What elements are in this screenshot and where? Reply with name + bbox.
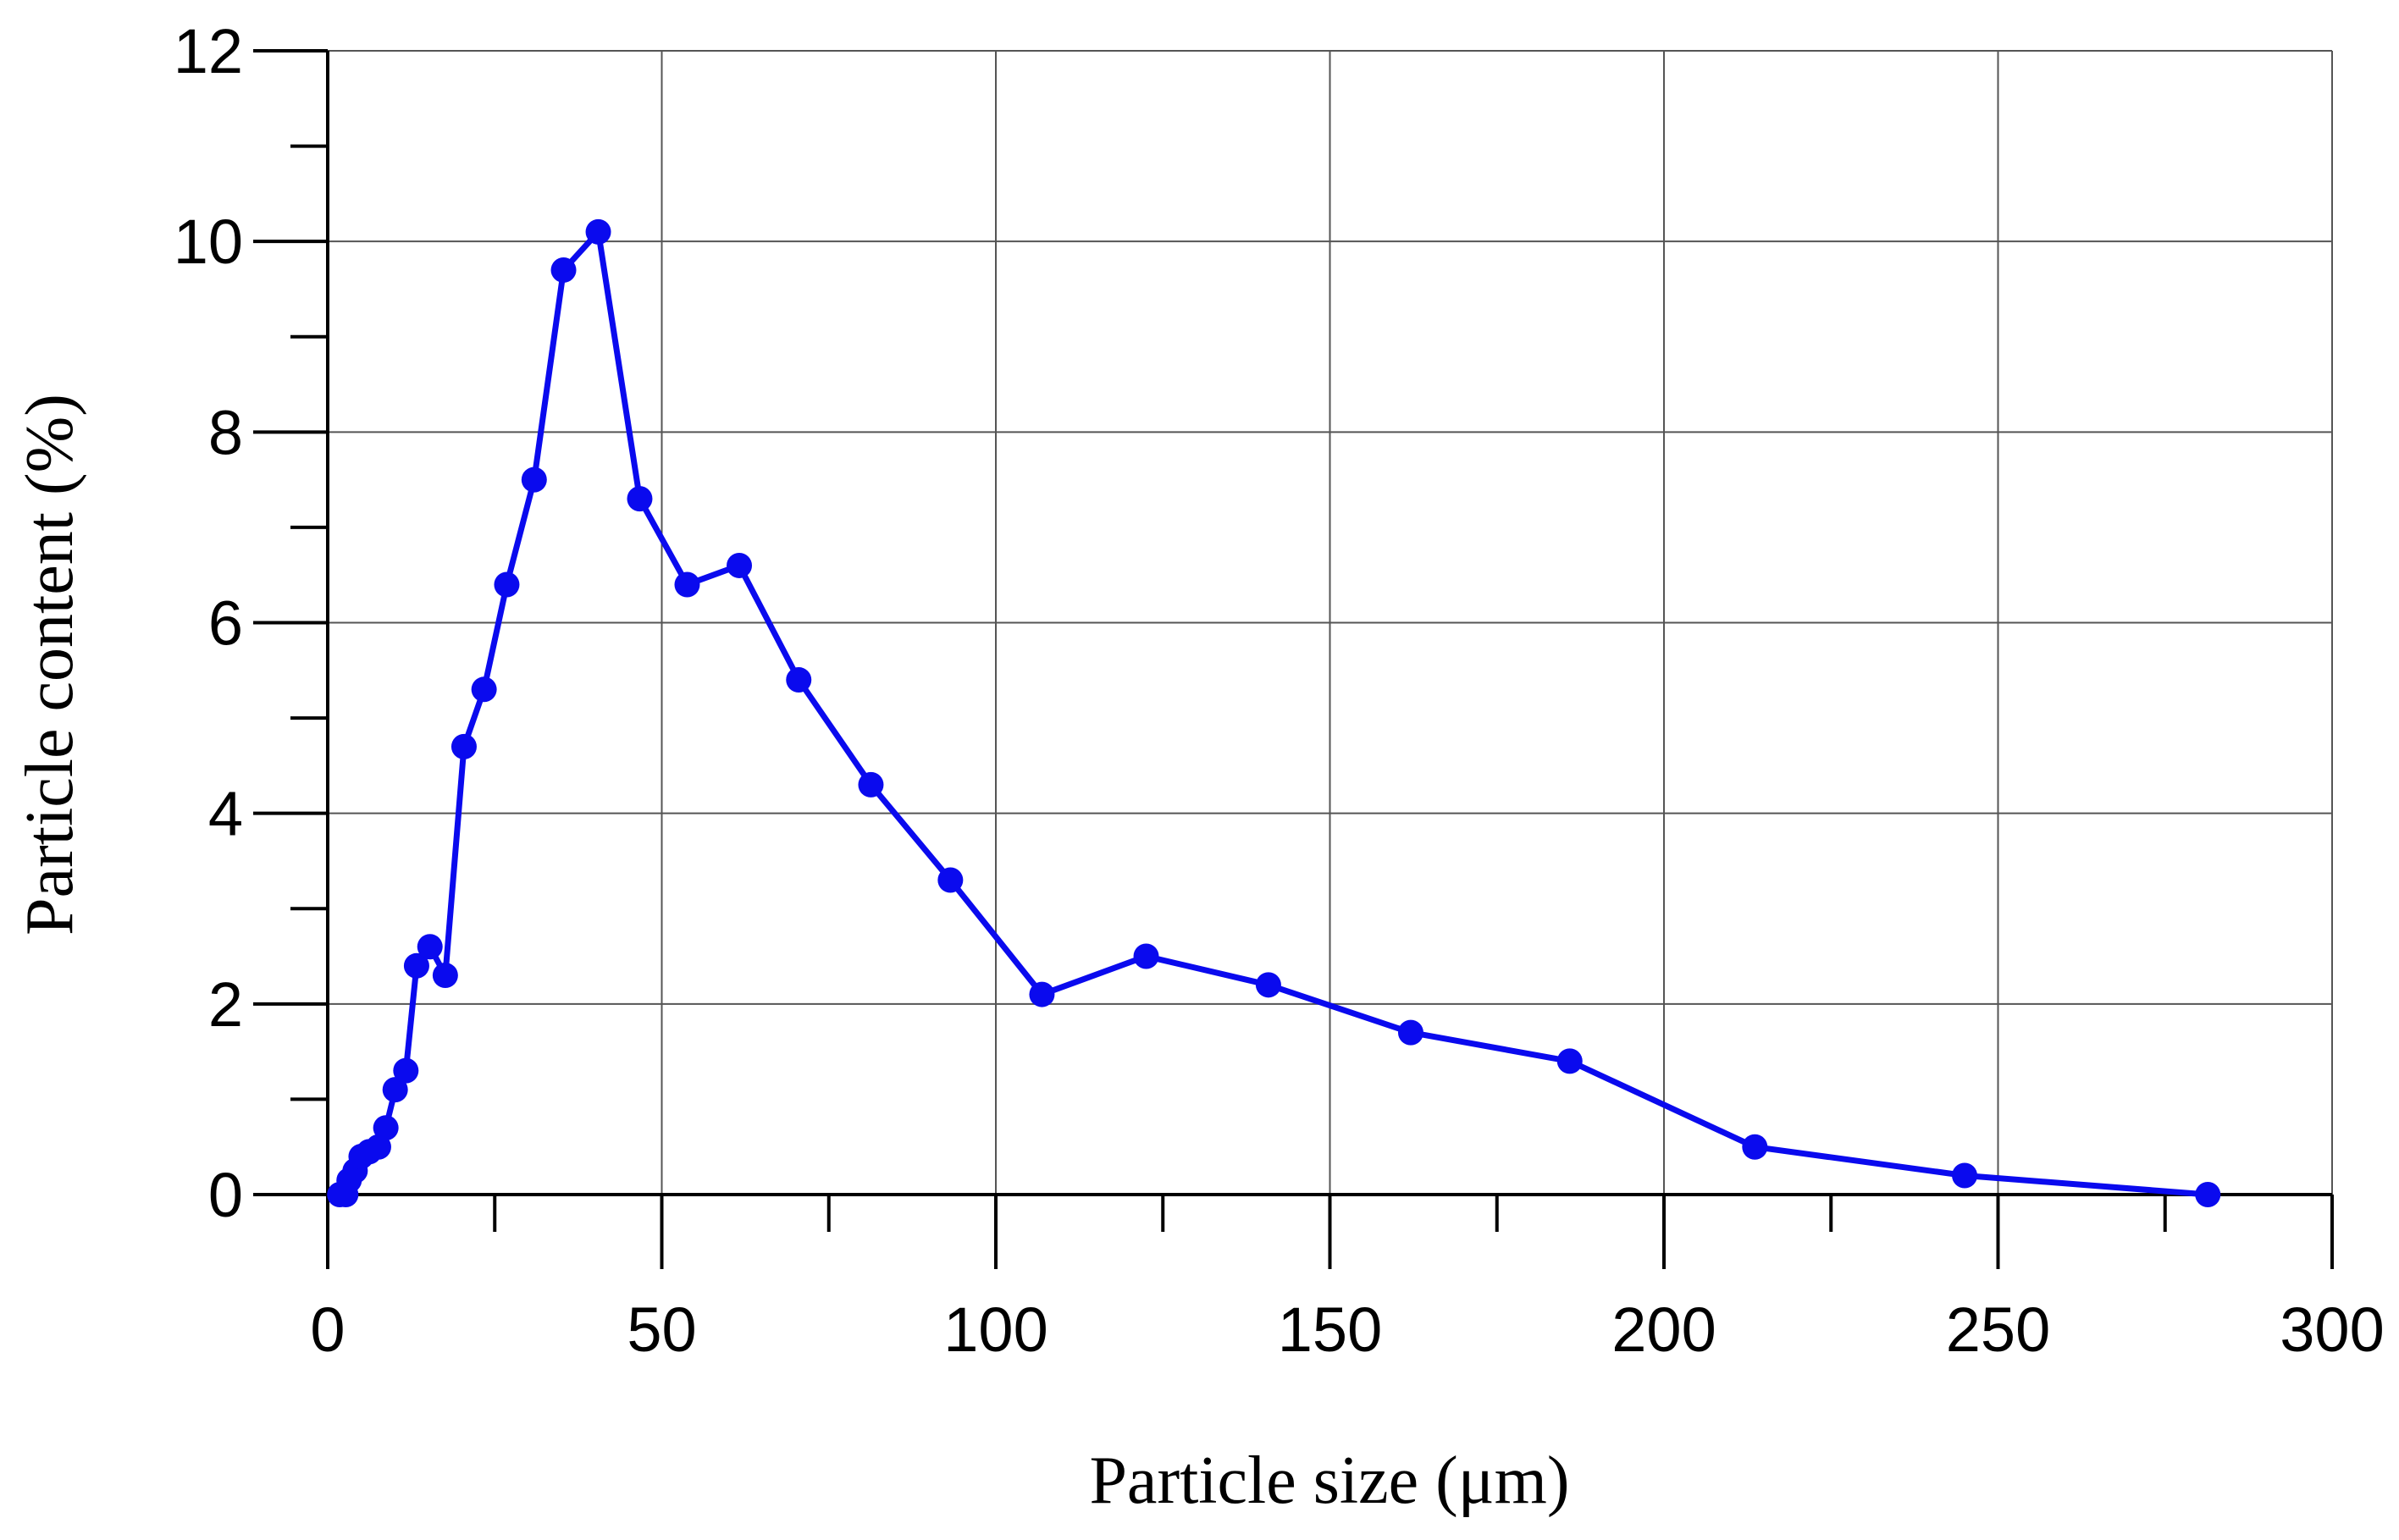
data-point [627, 486, 653, 512]
data-point [432, 963, 458, 989]
x-tick-label: 200 [1611, 1294, 1716, 1365]
data-point [1133, 943, 1159, 969]
data-point [1255, 972, 1281, 998]
data-point [451, 733, 477, 759]
data-point [373, 1115, 399, 1141]
series-line [340, 229, 2208, 1198]
x-axis-label: Particle size (μm) [1089, 1443, 1569, 1518]
data-point [1742, 1134, 1768, 1160]
x-tick-label: 100 [943, 1294, 1047, 1365]
data-point [1397, 1019, 1423, 1046]
data-point [786, 667, 812, 693]
y-axis-label: Particle content (%) [13, 394, 87, 936]
data-point [521, 466, 547, 493]
data-point [417, 934, 443, 960]
y-tick-label: 8 [208, 397, 243, 467]
data-point [1952, 1162, 1978, 1189]
y-tick-label: 0 [208, 1160, 243, 1230]
x-tick-label: 300 [2280, 1294, 2384, 1365]
data-point [471, 676, 497, 703]
x-tick-label: 150 [1278, 1294, 1382, 1365]
data-point [674, 571, 700, 598]
data-point [585, 218, 611, 245]
data-point [382, 1077, 408, 1103]
data-point [1029, 981, 1055, 1007]
data-point [550, 257, 577, 283]
data-point [494, 571, 520, 598]
y-tick-label: 10 [174, 207, 243, 277]
y-tick-label: 6 [208, 588, 243, 659]
x-tick-label: 50 [627, 1294, 696, 1365]
data-point [1556, 1048, 1583, 1074]
x-tick-label: 0 [310, 1294, 345, 1365]
data-point [403, 952, 429, 979]
y-tick-label: 12 [174, 16, 243, 86]
y-tick-label: 4 [208, 779, 243, 849]
data-point [393, 1057, 419, 1084]
data-point [858, 771, 884, 798]
data-point [727, 552, 753, 578]
data-point [365, 1134, 391, 1160]
data-point [2195, 1182, 2221, 1207]
y-tick-label: 2 [208, 969, 243, 1040]
data-point [937, 867, 964, 893]
x-tick-label: 250 [1946, 1294, 2050, 1365]
